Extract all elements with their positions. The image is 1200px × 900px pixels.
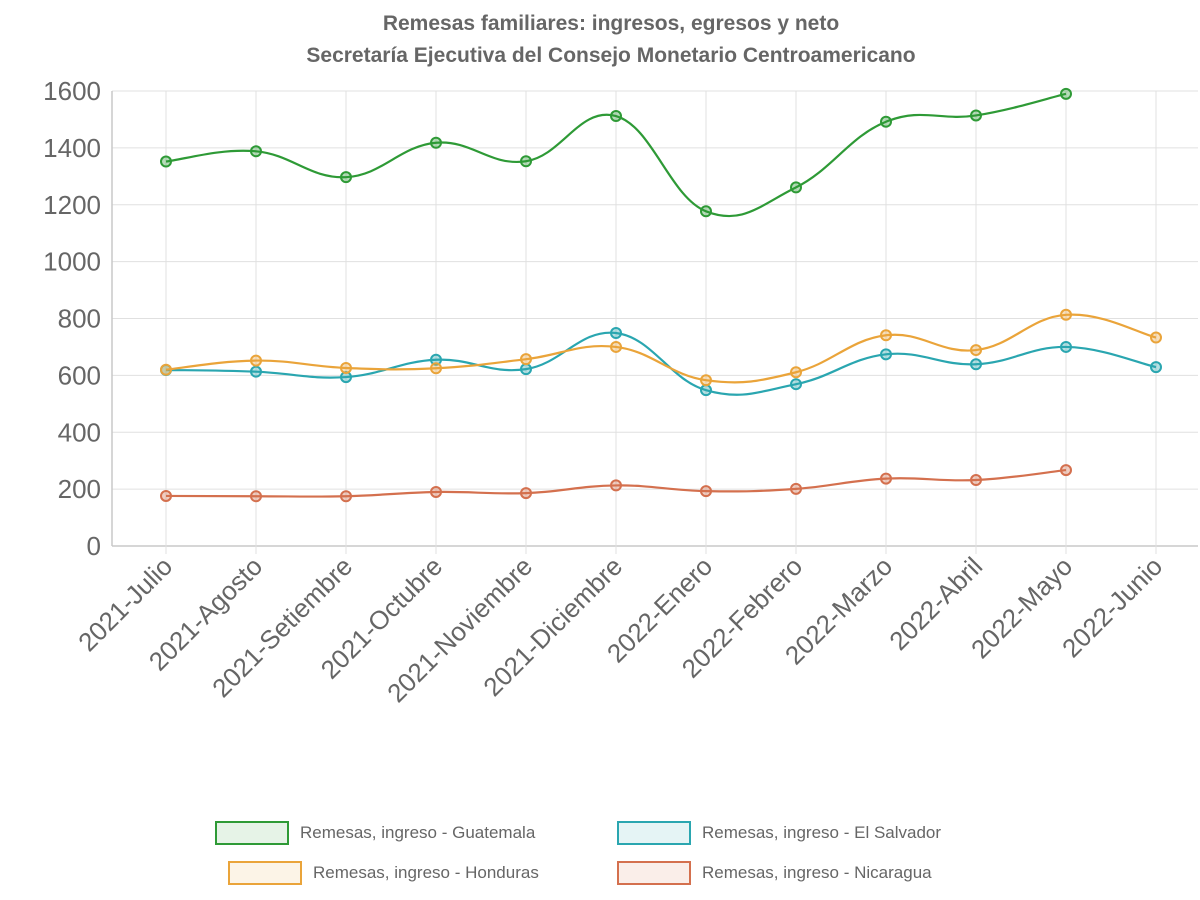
data-point[interactable] <box>880 329 892 342</box>
data-point[interactable] <box>610 110 622 123</box>
y-tick-label: 400 <box>58 417 101 447</box>
data-point[interactable] <box>160 489 172 502</box>
data-point[interactable] <box>700 384 712 397</box>
data-point[interactable] <box>790 366 802 379</box>
data-point[interactable] <box>880 348 892 361</box>
series-3 <box>160 464 1072 503</box>
data-point[interactable] <box>790 378 802 391</box>
data-point[interactable] <box>790 482 802 495</box>
y-tick-label: 600 <box>58 360 101 390</box>
data-point[interactable] <box>1060 340 1072 353</box>
grid <box>111 90 1198 554</box>
data-point[interactable] <box>520 487 532 500</box>
y-tick-label: 1000 <box>43 247 101 277</box>
legend-swatch <box>228 861 302 885</box>
data-point[interactable] <box>160 363 172 376</box>
data-point[interactable] <box>250 490 262 503</box>
series-line <box>165 92 1067 218</box>
data-point[interactable] <box>340 361 352 374</box>
legend-item[interactable]: Remesas, ingreso - Nicaragua <box>617 861 932 885</box>
data-point[interactable] <box>1060 464 1072 477</box>
series-0 <box>160 87 1072 218</box>
x-axis-ticks: 2021-Julio2021-Agosto2021-Setiembre2021-… <box>72 551 1168 708</box>
data-point[interactable] <box>700 374 712 387</box>
data-point[interactable] <box>700 205 712 218</box>
chart-title: Remesas familiares: ingresos, egresos y … <box>383 12 839 35</box>
y-tick-label: 1200 <box>43 190 101 220</box>
data-point[interactable] <box>430 362 442 375</box>
data-point[interactable] <box>520 353 532 366</box>
data-point[interactable] <box>250 365 262 378</box>
y-tick-label: 1600 <box>43 76 101 106</box>
data-point[interactable] <box>520 363 532 376</box>
data-point[interactable] <box>430 136 442 149</box>
series-layer <box>160 87 1162 503</box>
chart-subtitle: Secretaría Ejecutiva del Consejo Monetar… <box>306 44 915 67</box>
data-point[interactable] <box>1060 87 1072 100</box>
data-point[interactable] <box>250 145 262 158</box>
data-point[interactable] <box>880 115 892 128</box>
y-axis-ticks: 0 200 400 600 800 1000 1200 1400 1600 <box>43 76 101 561</box>
data-point[interactable] <box>610 327 622 340</box>
data-point[interactable] <box>250 354 262 367</box>
data-point[interactable] <box>340 490 352 503</box>
data-point[interactable] <box>970 344 982 357</box>
data-point[interactable] <box>1060 308 1072 321</box>
data-point[interactable] <box>430 353 442 366</box>
data-point[interactable] <box>430 485 442 498</box>
legend-swatch <box>215 821 289 845</box>
data-point[interactable] <box>160 155 172 168</box>
legend-label: Remesas, ingreso - El Salvador <box>702 823 941 842</box>
y-tick-label: 800 <box>58 304 101 334</box>
legend: Remesas, ingreso - Guatemala Remesas, ing… <box>215 821 941 885</box>
data-point[interactable] <box>970 358 982 371</box>
series-2 <box>160 308 1162 387</box>
data-point[interactable] <box>700 485 712 498</box>
legend-item[interactable]: Remesas, ingreso - El Salvador <box>617 821 941 845</box>
data-point[interactable] <box>970 109 982 122</box>
series-line <box>165 468 1067 498</box>
data-point[interactable] <box>790 181 802 194</box>
data-point[interactable] <box>1150 331 1162 344</box>
legend-swatch <box>617 821 691 845</box>
series-line <box>165 331 1157 396</box>
data-point[interactable] <box>610 479 622 492</box>
legend-swatch <box>617 861 691 885</box>
data-point[interactable] <box>520 155 532 168</box>
y-tick-label: 200 <box>58 474 101 504</box>
series-line <box>165 313 1157 384</box>
legend-label: Remesas, ingreso - Nicaragua <box>702 863 932 882</box>
data-point[interactable] <box>610 340 622 353</box>
y-tick-label: 1400 <box>43 133 101 163</box>
data-point[interactable] <box>880 472 892 485</box>
y-tick-label: 0 <box>87 531 101 561</box>
data-point[interactable] <box>970 474 982 487</box>
legend-label: Remesas, ingreso - Guatemala <box>300 823 536 842</box>
legend-item[interactable]: Remesas, ingreso - Guatemala <box>215 821 536 845</box>
data-point[interactable] <box>1150 361 1162 374</box>
legend-label: Remesas, ingreso - Honduras <box>313 863 539 882</box>
legend-item[interactable]: Remesas, ingreso - Honduras <box>228 861 539 885</box>
data-point[interactable] <box>340 171 352 184</box>
